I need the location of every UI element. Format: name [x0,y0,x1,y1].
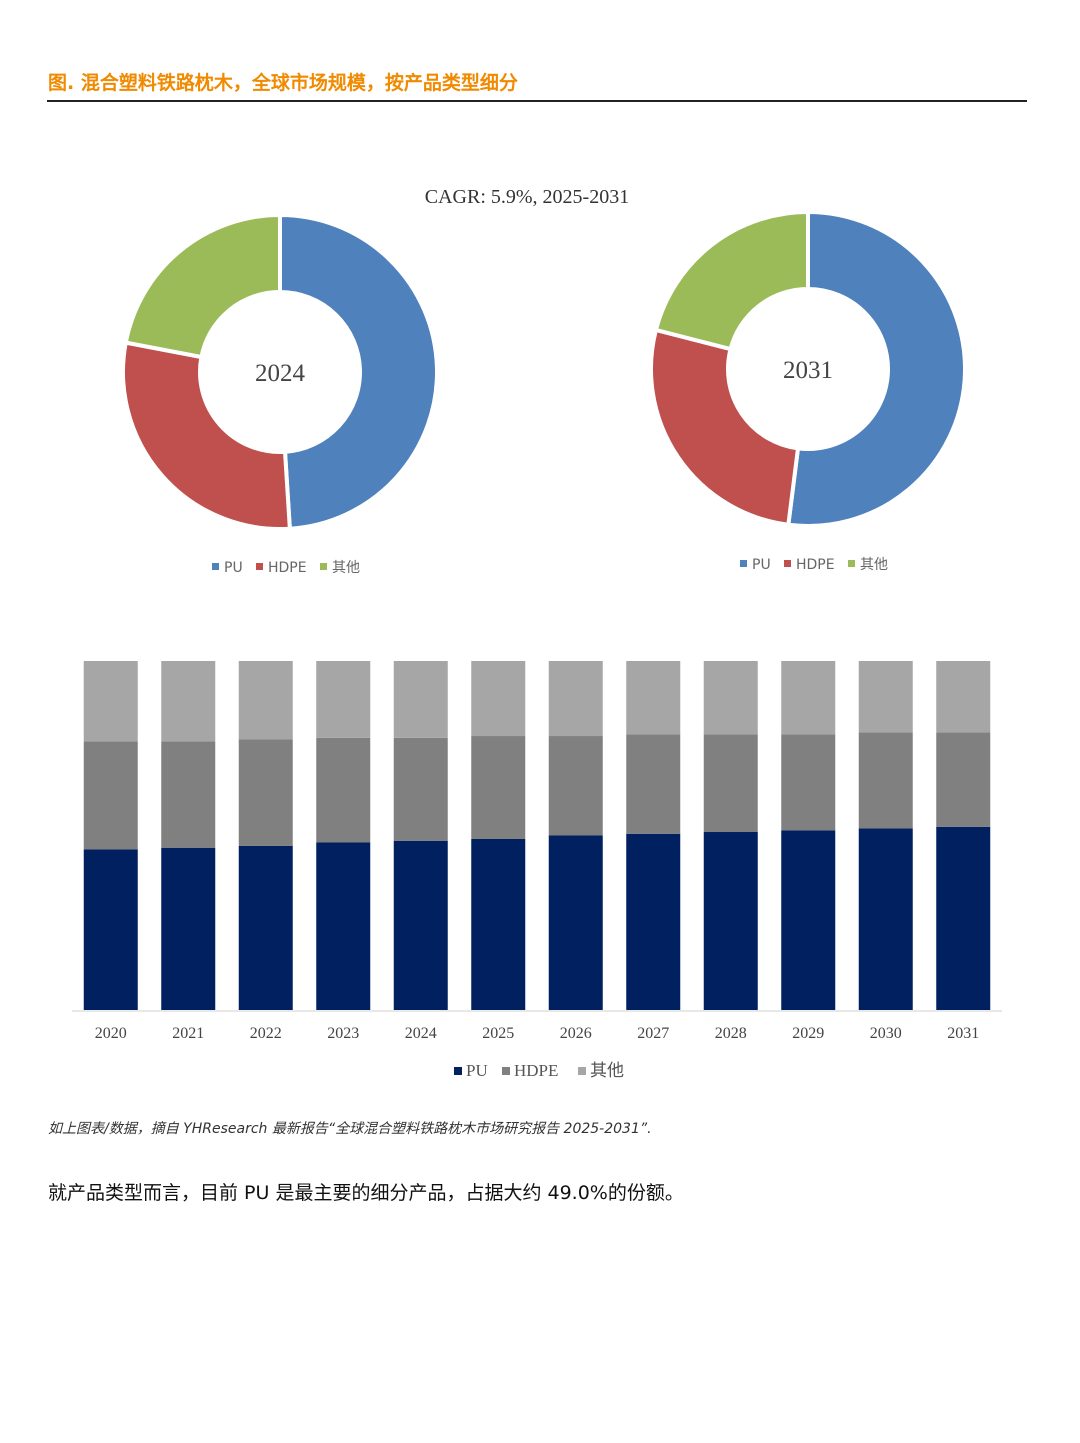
x-tick-label: 2022 [250,1025,282,1042]
bar-其他-2022 [238,661,293,740]
x-tick-label: 2023 [327,1025,359,1042]
bar-HDPE-2020 [83,741,138,850]
bar-HDPE-2027 [626,734,681,834]
x-tick-label: 2030 [870,1025,902,1042]
x-tick-label: 2024 [405,1025,437,1042]
legend-label: HDPE [796,557,835,573]
bar-其他-2023 [316,661,371,738]
x-tick-label: 2021 [172,1025,204,1042]
donut-slice-其他 [123,212,282,360]
donut-chart-2031: 2031 PU HDPE 其他 [649,209,967,573]
legend-swatch-PU [740,560,747,567]
legend-swatch-其他 [578,1067,586,1075]
legend-swatch-其他 [848,560,855,567]
bar-PU-2028 [703,832,758,1010]
legend-swatch-HDPE [784,560,791,567]
bar-HDPE-2029 [781,734,836,831]
bar-其他-2021 [161,661,216,742]
bar-HDPE-2031 [936,732,991,827]
bar-其他-2030 [858,661,913,733]
legend-label: 其他 [860,557,888,573]
bar-PU-2024 [393,840,448,1010]
bar-PU-2027 [626,833,681,1010]
source-note: 如上图表/数据，摘自 YHResearch 最新报告“全球混合塑料铁路枕木市场研… [48,1121,652,1137]
legend-label: PU [466,1061,488,1080]
x-tick-label: 2026 [560,1025,592,1042]
legend-swatch-PU [212,563,219,570]
bar-其他-2020 [83,661,138,742]
legend-swatch-其他 [320,563,327,570]
stacked-bar-chart: 2020 2021 2022 2023 2024 2025 2026 2027 2028 2029… [72,661,1002,1080]
legend-label: PU [752,557,771,573]
x-tick-label: 2020 [95,1025,127,1042]
bar-HDPE-2030 [858,732,913,829]
donut-slice-HDPE [649,327,801,527]
bar-HDPE-2024 [393,737,448,841]
legend-label: PU [224,560,243,576]
bar-PU-2020 [83,849,138,1010]
bar-其他-2025 [471,661,526,737]
legend-label: 其他 [332,560,360,576]
x-tick-label: 2025 [482,1025,514,1042]
bar-其他-2029 [781,661,836,735]
summary-text: 就产品类型而言，目前 PU 是最主要的细分产品，占据大约 49.0%的份额。 [48,1182,684,1204]
donut-center-label: 2031 [783,357,833,384]
bar-HDPE-2026 [548,736,603,836]
bar-其他-2028 [703,661,758,735]
bar-PU-2031 [936,826,991,1010]
x-tick-label: 2031 [947,1025,979,1042]
donut-center-label: 2024 [255,360,306,387]
donut-slice-其他 [653,209,810,352]
bar-HDPE-2021 [161,741,216,848]
bar-其他-2026 [548,661,603,737]
legend-swatch-PU [454,1067,462,1075]
bar-PU-2030 [858,828,913,1010]
donut-slice-PU [278,212,439,531]
legend-label: 其他 [590,1061,624,1080]
bar-PU-2025 [471,838,526,1010]
x-tick-label: 2028 [715,1025,747,1042]
title-divider [47,100,1027,102]
x-tick-label: 2027 [637,1025,669,1042]
bar-PU-2022 [238,845,293,1010]
cagr-title: CAGR: 5.9%, 2025-2031 [425,186,629,208]
figure-title: 图. 混合塑料铁路枕木，全球市场规模，按产品类型细分 [48,72,518,94]
legend-label: HDPE [514,1061,558,1080]
donut-chart-2024: 2024 PU HDPE 其他 [121,212,439,576]
x-tick-label: 2029 [792,1025,824,1042]
bar-其他-2024 [393,661,448,738]
bar-其他-2027 [626,661,681,735]
bar-PU-2021 [161,847,216,1010]
bar-HDPE-2025 [471,736,526,839]
bar-PU-2023 [316,842,371,1010]
bar-PU-2029 [781,830,836,1010]
legend-label: HDPE [268,560,307,576]
legend-swatch-HDPE [256,563,263,570]
donut-slice-HDPE [121,340,292,531]
legend-swatch-HDPE [502,1067,510,1075]
bar-其他-2031 [936,661,991,733]
donut-slice-PU [786,209,967,528]
bar-PU-2026 [548,835,603,1010]
bar-HDPE-2022 [238,739,293,846]
bar-HDPE-2023 [316,737,371,843]
bar-HDPE-2028 [703,734,758,833]
